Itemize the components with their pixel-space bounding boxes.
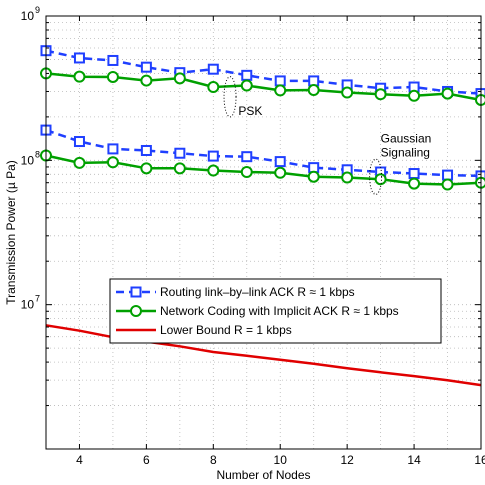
- marker-square: [73, 136, 85, 148]
- annotation-ellipse: [369, 158, 383, 195]
- x-tick-label: 14: [407, 453, 421, 467]
- x-tick-label: 12: [340, 453, 354, 467]
- marker-square: [408, 168, 420, 180]
- legend-label: Routing link–by–link ACK R ≈ 1 kbps: [160, 285, 355, 299]
- series-layer: [40, 45, 485, 387]
- y-tick-label: 10: [21, 153, 35, 167]
- series: [40, 149, 485, 191]
- x-tick-label: 6: [143, 453, 150, 467]
- x-tick-label: 10: [274, 453, 288, 467]
- series-line: [45, 128, 482, 178]
- marker-circle: [341, 86, 354, 99]
- y-tick-exponent: 8: [35, 149, 40, 159]
- marker-circle: [240, 166, 253, 179]
- marker-circle: [374, 88, 387, 101]
- legend: Routing link–by–link ACK R ≈ 1 kbps Netwo…: [109, 278, 442, 344]
- marker-circle: [73, 70, 86, 83]
- legend-label: Lower Bound R = 1 kbps: [160, 323, 292, 337]
- y-tick-label: 10: [21, 9, 35, 23]
- marker-circle: [207, 81, 220, 94]
- marker-square: [174, 147, 186, 159]
- marker-circle: [106, 156, 119, 169]
- marker-circle: [240, 79, 253, 92]
- marker-square: [274, 75, 286, 87]
- marker-square: [207, 63, 219, 75]
- marker-square: [140, 61, 152, 73]
- marker-square: [107, 54, 119, 66]
- x-axis-label: Number of Nodes: [216, 468, 310, 482]
- y-tick-label: 10: [21, 298, 35, 312]
- marker-circle: [307, 170, 320, 183]
- marker-circle: [140, 162, 153, 175]
- x-tick-label: 8: [210, 453, 217, 467]
- marker-circle: [274, 166, 287, 179]
- marker-circle: [173, 162, 186, 175]
- marker-square: [442, 169, 454, 181]
- annotation-ellipse: [223, 76, 237, 118]
- legend-item: Network Coding with Implicit ACK R ≈ 1 k…: [116, 304, 399, 318]
- marker-square: [207, 150, 219, 162]
- marker-circle: [408, 177, 421, 190]
- annotation-text: Gaussian: [381, 131, 432, 145]
- marker-circle: [130, 305, 142, 317]
- marker-circle: [106, 70, 119, 83]
- legend-item: Routing link–by–link ACK R ≈ 1 kbps: [116, 285, 355, 299]
- y-axis-label: Transmission Power (µ Pa): [4, 160, 18, 305]
- marker-circle: [408, 89, 421, 102]
- plot-frame: [45, 15, 482, 450]
- marker-circle: [441, 87, 454, 100]
- marker-square: [130, 286, 142, 298]
- y-tick-exponent: 9: [35, 5, 40, 15]
- legend-item: Lower Bound R = 1 kbps: [116, 323, 292, 337]
- series-line: [45, 49, 482, 95]
- x-tick-label: 16: [474, 453, 485, 467]
- x-tick-label: 4: [76, 453, 83, 467]
- marker-circle: [207, 164, 220, 177]
- annotation-text: PSK: [238, 104, 262, 118]
- series: [40, 45, 485, 100]
- marker-circle: [341, 171, 354, 184]
- y-tick-exponent: 7: [35, 294, 40, 304]
- marker-circle: [173, 72, 186, 85]
- marker-circle: [374, 173, 387, 186]
- marker-square: [241, 69, 253, 81]
- marker-circle: [441, 178, 454, 191]
- annotation-text: Signaling: [381, 146, 430, 160]
- marker-square: [274, 156, 286, 168]
- marker-square: [140, 144, 152, 156]
- marker-square: [107, 143, 119, 155]
- marker-circle: [307, 84, 320, 97]
- marker-square: [73, 52, 85, 64]
- marker-circle: [274, 84, 287, 97]
- marker-circle: [140, 74, 153, 87]
- marker-circle: [73, 156, 86, 169]
- marker-square: [241, 151, 253, 163]
- legend-label: Network Coding with Implicit ACK R ≈ 1 k…: [160, 304, 399, 318]
- legend-box: [109, 278, 442, 344]
